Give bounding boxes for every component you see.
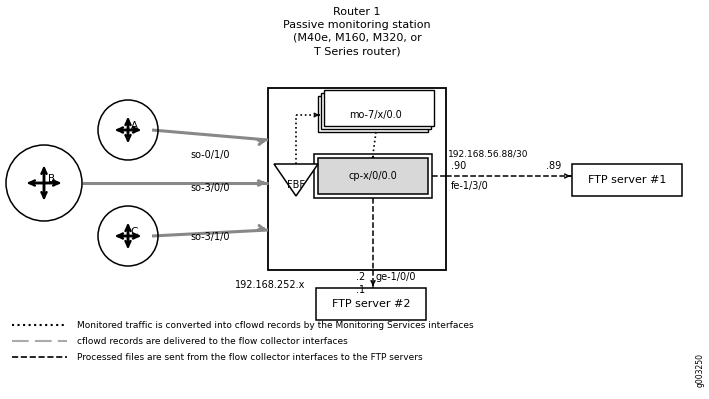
Text: cp-x/0/0.0: cp-x/0/0.0 — [349, 171, 397, 181]
Text: so-3/0/0: so-3/0/0 — [190, 183, 230, 193]
Text: FBF: FBF — [287, 180, 305, 190]
Text: mo-7/x/0.0: mo-7/x/0.0 — [350, 110, 403, 120]
Bar — [318, 158, 428, 194]
Text: A: A — [130, 121, 138, 131]
Text: (M40e, M160, M320, or: (M40e, M160, M320, or — [293, 33, 421, 43]
Text: so-3/1/0: so-3/1/0 — [190, 232, 230, 242]
Bar — [318, 96, 428, 132]
Text: .2: .2 — [356, 272, 365, 282]
Text: FTP server #2: FTP server #2 — [332, 299, 411, 309]
Bar — [268, 88, 446, 270]
Polygon shape — [274, 164, 318, 196]
Text: Monitored traffic is converted into cflowd records by the Monitoring Services in: Monitored traffic is converted into cflo… — [77, 320, 474, 330]
Text: ge-1/0/0: ge-1/0/0 — [376, 272, 416, 282]
Text: Processed files are sent from the flow collector interfaces to the FTP servers: Processed files are sent from the flow c… — [77, 352, 423, 361]
Text: fe-1/3/0: fe-1/3/0 — [451, 181, 489, 191]
Text: T Series router): T Series router) — [313, 46, 401, 56]
Text: .90: .90 — [451, 161, 467, 171]
Bar — [316, 288, 426, 320]
Text: 192.168.252.x: 192.168.252.x — [235, 280, 305, 290]
Text: .89: .89 — [547, 161, 562, 171]
Bar — [572, 164, 682, 196]
Text: 192.168.56.88/30: 192.168.56.88/30 — [448, 150, 528, 158]
Text: g003250: g003250 — [696, 353, 705, 387]
Text: Passive monitoring station: Passive monitoring station — [283, 20, 431, 30]
Text: C: C — [130, 227, 138, 237]
Text: Router 1: Router 1 — [333, 7, 381, 17]
Text: FTP server #1: FTP server #1 — [588, 175, 666, 185]
Text: cflowd records are delivered to the flow collector interfaces: cflowd records are delivered to the flow… — [77, 336, 347, 346]
Bar — [314, 154, 432, 198]
Bar — [324, 90, 434, 126]
Bar — [321, 93, 431, 129]
Text: B: B — [48, 174, 55, 184]
Text: so-0/1/0: so-0/1/0 — [190, 150, 230, 160]
Text: .1: .1 — [356, 285, 365, 295]
